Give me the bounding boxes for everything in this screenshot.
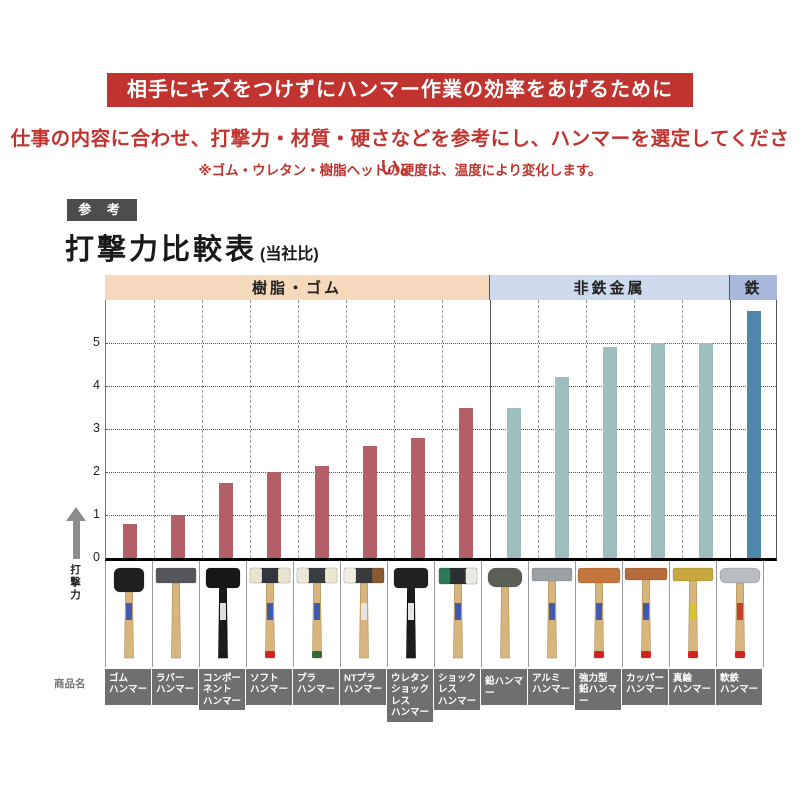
product-name-ウレタンショックレスハンマー: ウレタン ショックレス ハンマー <box>387 669 433 722</box>
bar-ゴムハンマー <box>123 523 137 558</box>
y-tick-2: 2 <box>93 464 100 478</box>
bar-鉛ハンマー <box>507 407 521 558</box>
gridline-x11 <box>634 300 635 558</box>
bar-強力型鉛ハンマー <box>603 347 617 558</box>
hammer-photo-ラバーハンマー <box>153 561 200 667</box>
chart-title-sub: (当社比) <box>260 246 319 263</box>
hammer-photo-ウレタンショックレスハンマー <box>388 561 435 667</box>
gridline-x9 <box>538 300 539 558</box>
product-name-真鍮ハンマー: 真鍮 ハンマー <box>669 669 715 705</box>
product-name-コンポーネントハンマー: コンポーネント ハンマー <box>199 669 245 711</box>
banner-wrap: 相手にキズをつけずにハンマー作業の効率をあげるために <box>0 73 800 107</box>
product-name-ゴムハンマー: ゴム ハンマー <box>105 669 151 705</box>
plot-area: 0 1 2 3 4 5 <box>93 300 777 564</box>
y-tick-3: 3 <box>93 421 100 435</box>
bar-ウレタンショックレスハンマー <box>411 437 425 558</box>
bar-プラハンマー <box>315 465 329 558</box>
bar-ショックレスハンマー <box>459 407 473 558</box>
bar-ラバーハンマー <box>171 515 185 558</box>
bar-NTプラハンマー <box>363 446 377 558</box>
gridline-x8 <box>490 300 491 558</box>
hammer-photo-軟鉄ハンマー <box>717 561 764 667</box>
hammer-photo-鉛ハンマー <box>482 561 529 667</box>
y-axis-label: 打撃力 <box>69 564 81 602</box>
bar-chart: 樹脂・ゴム 非鉄金属鉄 0 1 2 3 4 5 <box>93 275 777 722</box>
y-axis-arrow-icon <box>66 507 86 559</box>
gridline-x7 <box>442 300 443 558</box>
product-name-ラバーハンマー: ラバー ハンマー <box>152 669 198 705</box>
hammer-photo-ソフトハンマー <box>247 561 294 667</box>
product-name-カッパーハンマー: カッパー ハンマー <box>622 669 668 705</box>
gridline-y5 <box>106 343 776 344</box>
gridline-x3 <box>250 300 251 558</box>
product-name-鉛ハンマー: 鉛ハンマー <box>481 669 527 705</box>
lead-text: 仕事の内容に合わせ、打撃力・材質・硬さなどを参考にし、ハンマーを選定してください… <box>10 128 790 179</box>
gridline-x4 <box>298 300 299 558</box>
gridline-x12 <box>682 300 683 558</box>
hammer-photo-ショックレスハンマー <box>435 561 482 667</box>
y-tick-4: 4 <box>93 378 100 392</box>
bar-アルミハンマー <box>555 377 569 558</box>
note-text: ※ゴム・ウレタン・樹脂ヘッドの硬度は、温度により変化します。 <box>198 163 602 178</box>
hammer-photo-row <box>105 561 777 667</box>
product-row-label: 商品名 <box>54 678 86 690</box>
section-header-0: 樹脂・ゴム <box>105 275 489 300</box>
bar-カッパーハンマー <box>651 343 665 558</box>
bar-軟鉄ハンマー <box>747 310 761 558</box>
hammer-photo-ゴムハンマー <box>106 561 153 667</box>
section-header-row: 樹脂・ゴム 非鉄金属鉄 <box>105 275 777 300</box>
product-label-row: ゴム ハンマー ラバー ハンマー コンポーネント ハンマー ソフト ハンマー プラ ハンマー NTプ… <box>105 669 777 722</box>
product-name-ショックレスハンマー: ショックレス ハンマー <box>434 669 480 711</box>
hammer-photo-アルミハンマー <box>529 561 576 667</box>
gridline-x6 <box>394 300 395 558</box>
y-tick-1: 1 <box>93 507 100 521</box>
gridline-x1 <box>154 300 155 558</box>
bar-真鍮ハンマー <box>699 343 713 558</box>
banner-title: 相手にキズをつけずにハンマー作業の効率をあげるために <box>107 73 693 107</box>
gridline-y2 <box>106 472 776 473</box>
gridline-x13 <box>730 300 731 558</box>
bar-コンポーネントハンマー <box>219 482 233 558</box>
gridline-y4 <box>106 386 776 387</box>
gridline-y1 <box>106 515 776 516</box>
hammer-photo-NTプラハンマー <box>341 561 388 667</box>
product-name-強力型鉛ハンマー: 強力型 鉛ハンマー <box>575 669 621 711</box>
section-header-2: 鉄 <box>729 275 777 300</box>
hammer-photo-カッパーハンマー <box>623 561 670 667</box>
product-name-軟鉄ハンマー: 軟鉄 ハンマー <box>716 669 762 705</box>
gridline-x5 <box>346 300 347 558</box>
product-name-NTプラハンマー: NTプラ ハンマー <box>340 669 386 705</box>
reference-badge: 参 考 <box>67 199 137 221</box>
hammer-photo-真鍮ハンマー <box>670 561 717 667</box>
gridline-x10 <box>586 300 587 558</box>
gridline-x2 <box>202 300 203 558</box>
gridline-y3 <box>106 429 776 430</box>
hammer-photo-強力型鉛ハンマー <box>576 561 623 667</box>
chart-title-main: 打撃力比較表 <box>65 234 258 266</box>
bar-ソフトハンマー <box>267 472 281 558</box>
hammer-photo-コンポーネントハンマー <box>200 561 247 667</box>
product-name-アルミハンマー: アルミ ハンマー <box>528 669 574 705</box>
product-name-プラハンマー: プラ ハンマー <box>293 669 339 705</box>
y-tick-5: 5 <box>93 335 100 349</box>
product-name-ソフトハンマー: ソフト ハンマー <box>246 669 292 705</box>
y-tick-0: 0 <box>93 550 100 564</box>
hammer-photo-プラハンマー <box>294 561 341 667</box>
chart-title: 打撃力比較表 (当社比) <box>65 226 319 268</box>
section-header-1: 非鉄金属 <box>489 275 729 300</box>
